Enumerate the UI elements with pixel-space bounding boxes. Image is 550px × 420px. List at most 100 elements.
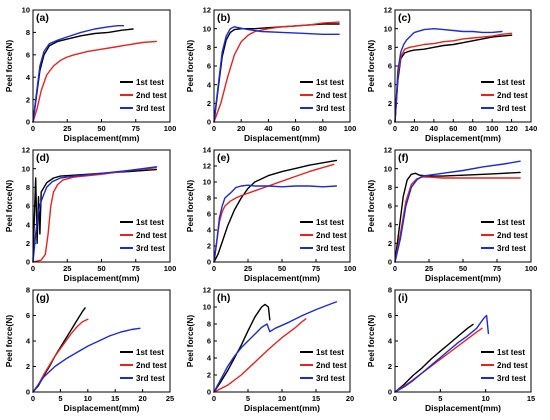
x-tick-label: 15 [527,394,535,403]
x-tick-label: 50 [459,264,467,273]
panel-tag: (e) [217,152,230,164]
panel-tag: (f) [398,152,409,164]
legend-label: 3rd test [316,374,345,383]
y-tick-label: 12 [384,6,392,15]
series-line-1st-test [32,28,134,123]
series-group [32,307,141,393]
x-tick-label: 100 [344,124,357,133]
y-axis-title: Peel force(N) [185,180,195,233]
series-line-2nd-test [394,327,483,393]
legend: 1st test 2nd test 3rd test [481,348,528,383]
y-tick-label: 12 [22,146,30,155]
panel-b: 0 20 40 60 80 100 0 2 4 6 8 10 12 (b) Displacement(mm)… [185,6,356,143]
x-tick-label: 50 [97,264,105,273]
series-line-3rd-test [32,327,141,393]
y-axis-ticks: 0 2 4 6 8 10 12 [203,6,217,127]
x-tick-label: 20 [410,124,418,133]
x-axis-ticks: 0 25 50 75 100 [31,259,176,273]
y-tick-label: 0 [207,258,211,267]
panel-tag: (c) [398,12,411,24]
plot-frame [213,9,351,123]
x-tick-label: 75 [493,264,501,273]
legend-label: 1st test [316,218,344,227]
x-tick-label: 25 [63,264,71,273]
series-line-2nd-test [32,40,158,123]
y-axis-ticks: 0 2 4 6 8 10 12 [203,286,217,397]
series-line-2nd-test [213,318,307,393]
series-line-1st-test [394,171,521,263]
x-tick-label: 20 [237,124,245,133]
x-axis-ticks: 0 20 40 60 80 100 [212,119,356,133]
legend-label: 1st test [497,78,525,87]
panel-h: 0 5 10 15 20 0 2 4 6 8 10 12 (h) Displacement(mm) Peel… [185,286,354,413]
x-tick-label: 0 [212,264,216,273]
y-tick-label: 2 [388,99,392,108]
y-tick-label: 4 [388,337,393,346]
y-tick-label: 4 [26,220,31,229]
y-tick-label: 6 [207,62,211,71]
x-tick-label: 50 [278,264,286,273]
series-line-2nd-test [32,166,158,263]
x-tick-label: 100 [164,124,177,133]
x-axis-title: Displacement(mm) [244,403,320,413]
x-tick-label: 20 [138,394,146,403]
x-axis-ticks: 0 25 50 75 100 [393,259,537,273]
y-tick-label: 8 [207,320,211,329]
plot-frame [394,9,532,123]
x-tick-label: 0 [31,264,35,273]
x-axis-title: Displacement(mm) [244,273,320,283]
panel-tag: (h) [217,292,230,304]
y-tick-label: 10 [203,178,211,187]
legend-label: 1st test [136,348,164,357]
x-tick-label: 5 [246,394,250,403]
y-tick-label: 2 [388,239,392,248]
legend-label: 3rd test [497,374,526,383]
y-tick-label: 6 [207,337,211,346]
x-axis-ticks: 0 25 50 75 100 [31,119,176,133]
legend-label: 3rd test [136,244,165,253]
y-axis-title: Peel force(N) [366,40,376,93]
y-tick-label: 12 [203,6,211,15]
y-tick-label: 6 [26,51,30,60]
x-tick-label: 10 [84,394,92,403]
plot-frame [32,9,171,123]
x-tick-label: 100 [344,264,357,273]
legend-label: 3rd test [136,374,165,383]
x-tick-label: 100 [525,264,538,273]
y-tick-label: 12 [384,146,392,155]
x-axis-title: Displacement(mm) [244,133,320,143]
y-tick-label: 10 [384,164,392,173]
series-line-3rd-test [394,314,490,393]
legend-label: 1st test [316,78,344,87]
y-axis-ticks: 0 2 4 6 8 [388,286,398,397]
y-tick-label: 2 [207,242,211,251]
y-tick-label: 0 [26,388,30,397]
series-line-1st-test [394,323,474,393]
y-tick-label: 4 [26,337,31,346]
panel-tag: (b) [217,12,230,24]
plot-frame [32,289,171,393]
y-tick-label: 4 [207,354,212,363]
series-group [32,25,158,123]
panel-i: 0 5 10 15 0 2 4 6 8 (i) Displacement(mm) Peel force… [366,286,535,413]
legend-label: 2nd test [136,361,167,370]
y-tick-label: 8 [388,286,392,295]
legend-label: 1st test [316,348,344,357]
x-axis-ticks: 0 25 50 75 100 [212,259,356,273]
y-tick-label: 4 [26,73,31,82]
x-axis-title: Displacement(mm) [425,133,501,143]
x-tick-label: 20 [346,394,354,403]
series-line-3rd-test [32,25,125,123]
x-axis-title: Displacement(mm) [425,403,501,413]
series-line-3rd-test [32,166,158,263]
x-tick-label: 25 [63,124,71,133]
y-tick-label: 10 [203,303,211,312]
x-tick-label: 100 [486,124,499,133]
panel-a: 0 25 50 75 100 0 2 4 6 8 10 (a) Displacement(mm) Peel… [4,6,176,143]
x-tick-label: 80 [469,124,477,133]
y-axis-title: Peel force(N) [185,315,195,368]
y-tick-label: 10 [22,6,30,15]
x-tick-label: 10 [481,394,489,403]
legend-label: 2nd test [316,91,347,100]
